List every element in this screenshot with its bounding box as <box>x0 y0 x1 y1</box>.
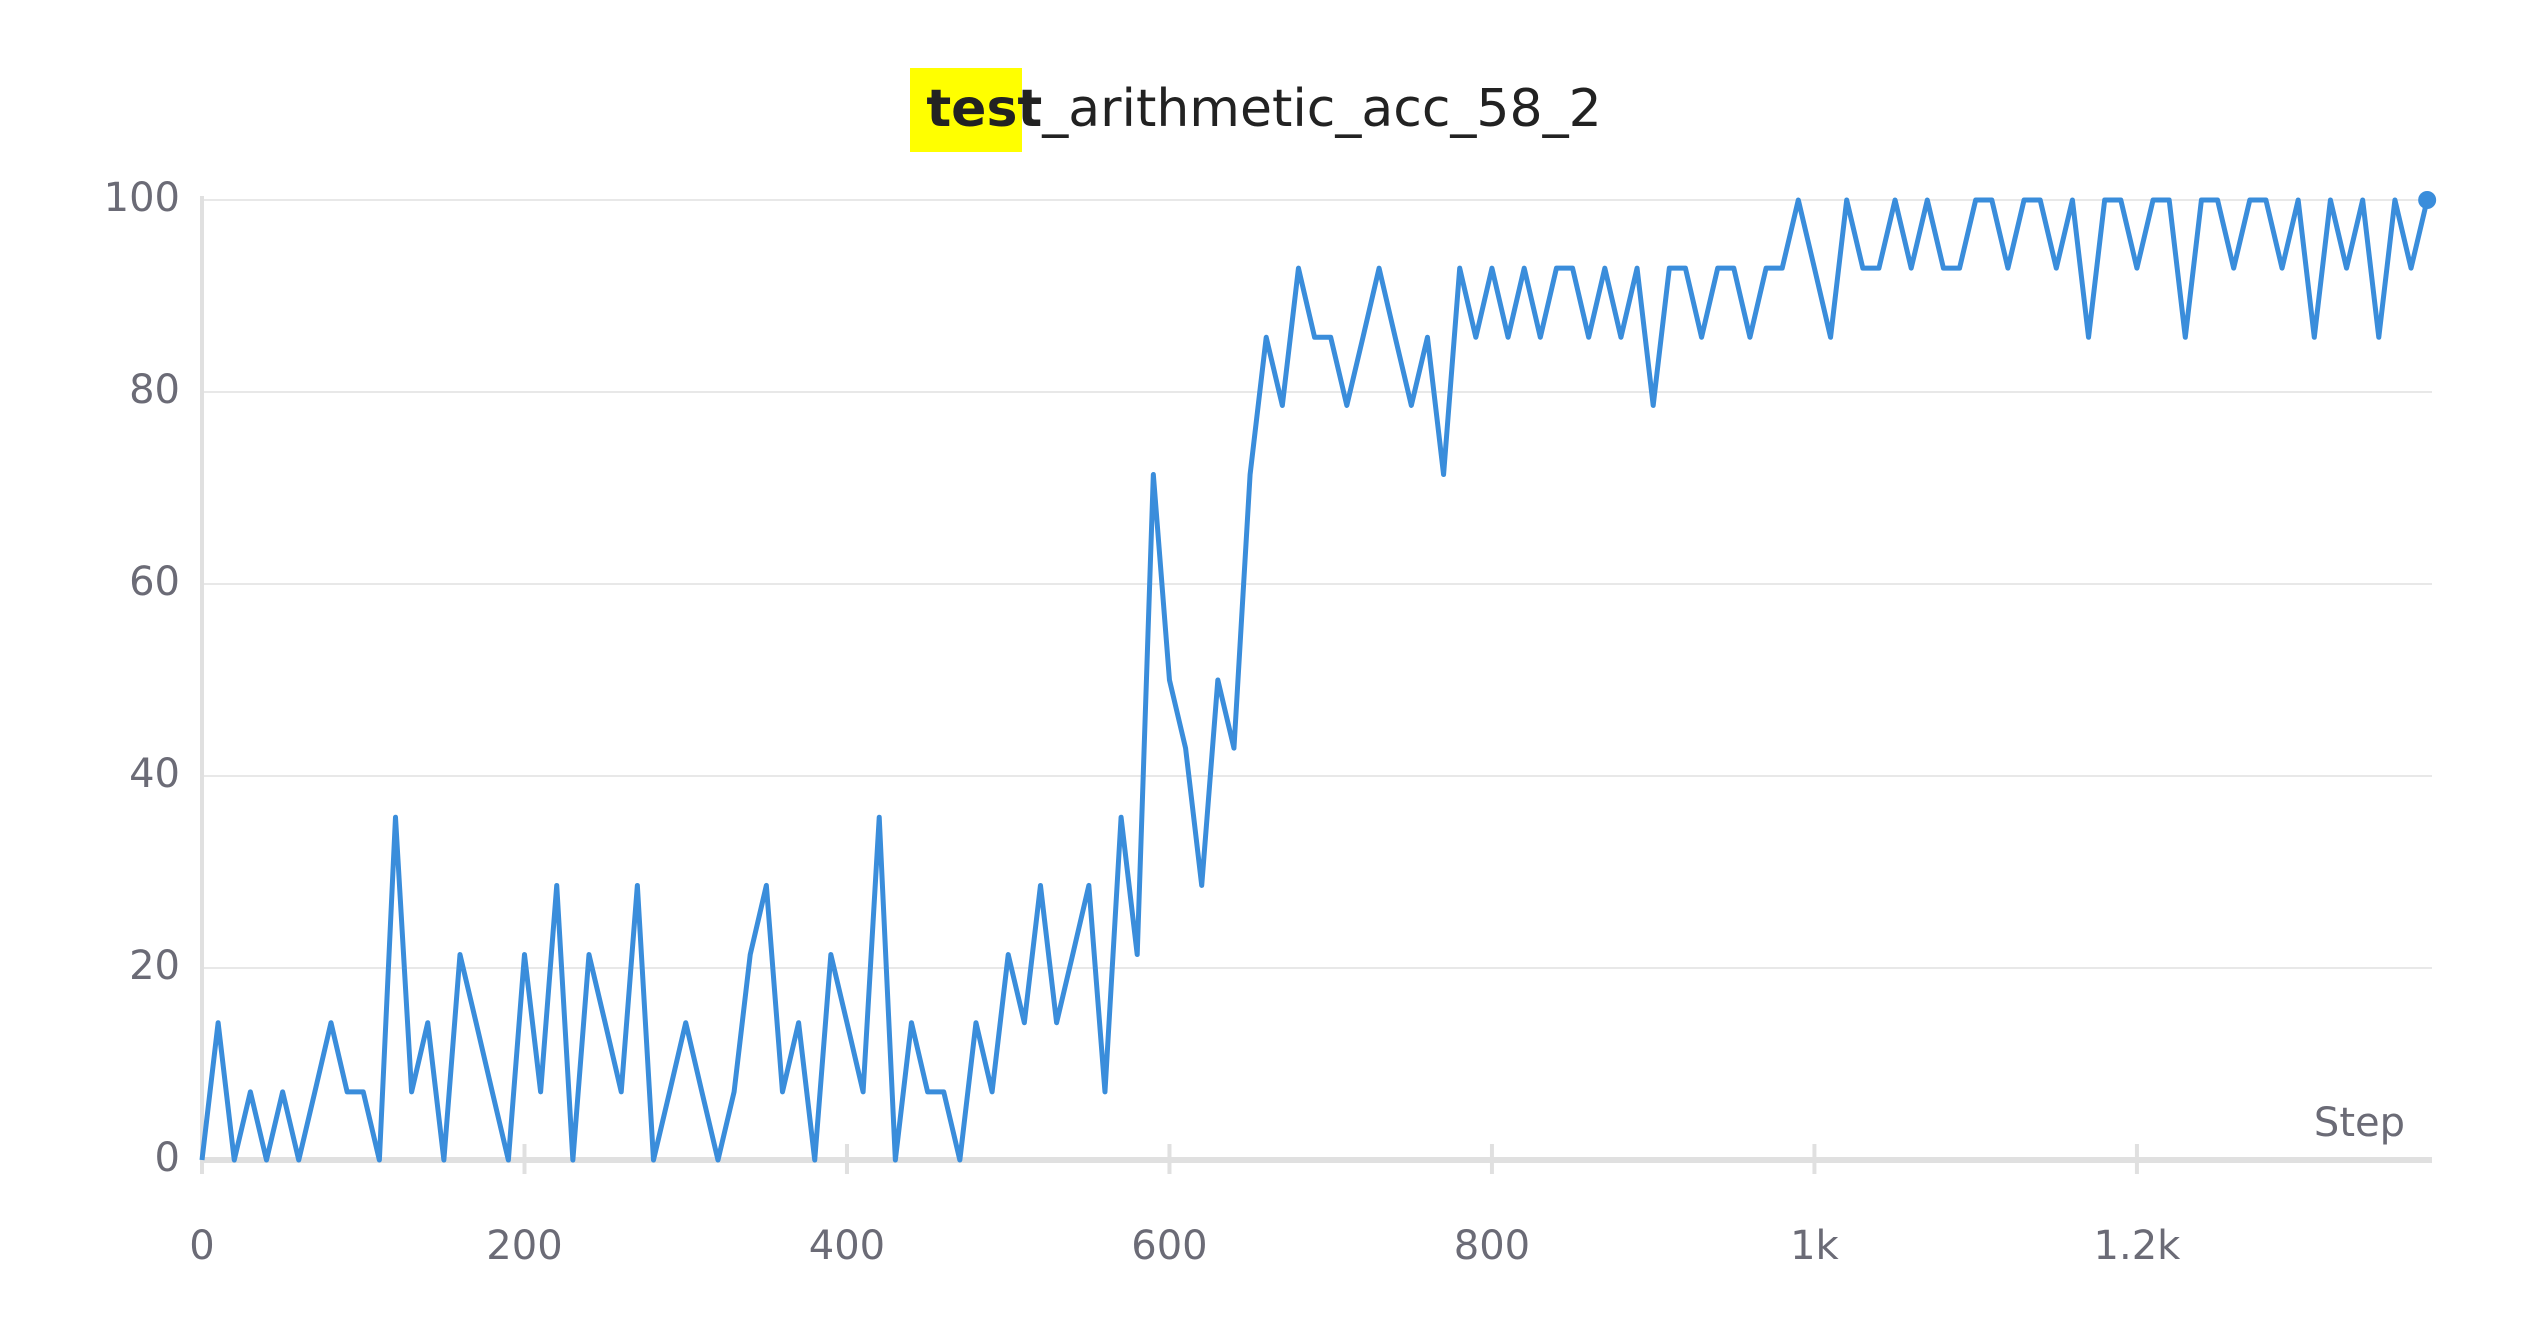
x-tick-label: 200 <box>486 1223 562 1269</box>
x-tick-label: 1.2k <box>2094 1223 2182 1269</box>
x-tick-label: 1k <box>1790 1223 1839 1269</box>
x-tick-label: 0 <box>189 1223 214 1269</box>
title-highlight <box>910 68 1022 152</box>
y-tick-label: 40 <box>129 751 180 797</box>
x-tick-label: 800 <box>1454 1223 1530 1269</box>
chart-title: test_arithmetic_acc_58_2 <box>926 79 1601 139</box>
y-tick-label: 0 <box>155 1135 180 1181</box>
x-axis-label: Step <box>2314 1100 2405 1146</box>
title-highlighted: test <box>926 79 1042 139</box>
y-tick-label: 80 <box>129 367 180 413</box>
title-rest: _arithmetic_acc_58_2 <box>1041 79 1601 139</box>
line-series <box>199 197 2430 1163</box>
y-tick-label: 100 <box>104 175 180 221</box>
end-point <box>2418 191 2437 209</box>
y-tick-label: 60 <box>129 559 180 605</box>
x-tick-label: 400 <box>809 1223 885 1269</box>
y-tick-label: 20 <box>129 943 180 989</box>
x-tick-label: 600 <box>1131 1223 1207 1269</box>
